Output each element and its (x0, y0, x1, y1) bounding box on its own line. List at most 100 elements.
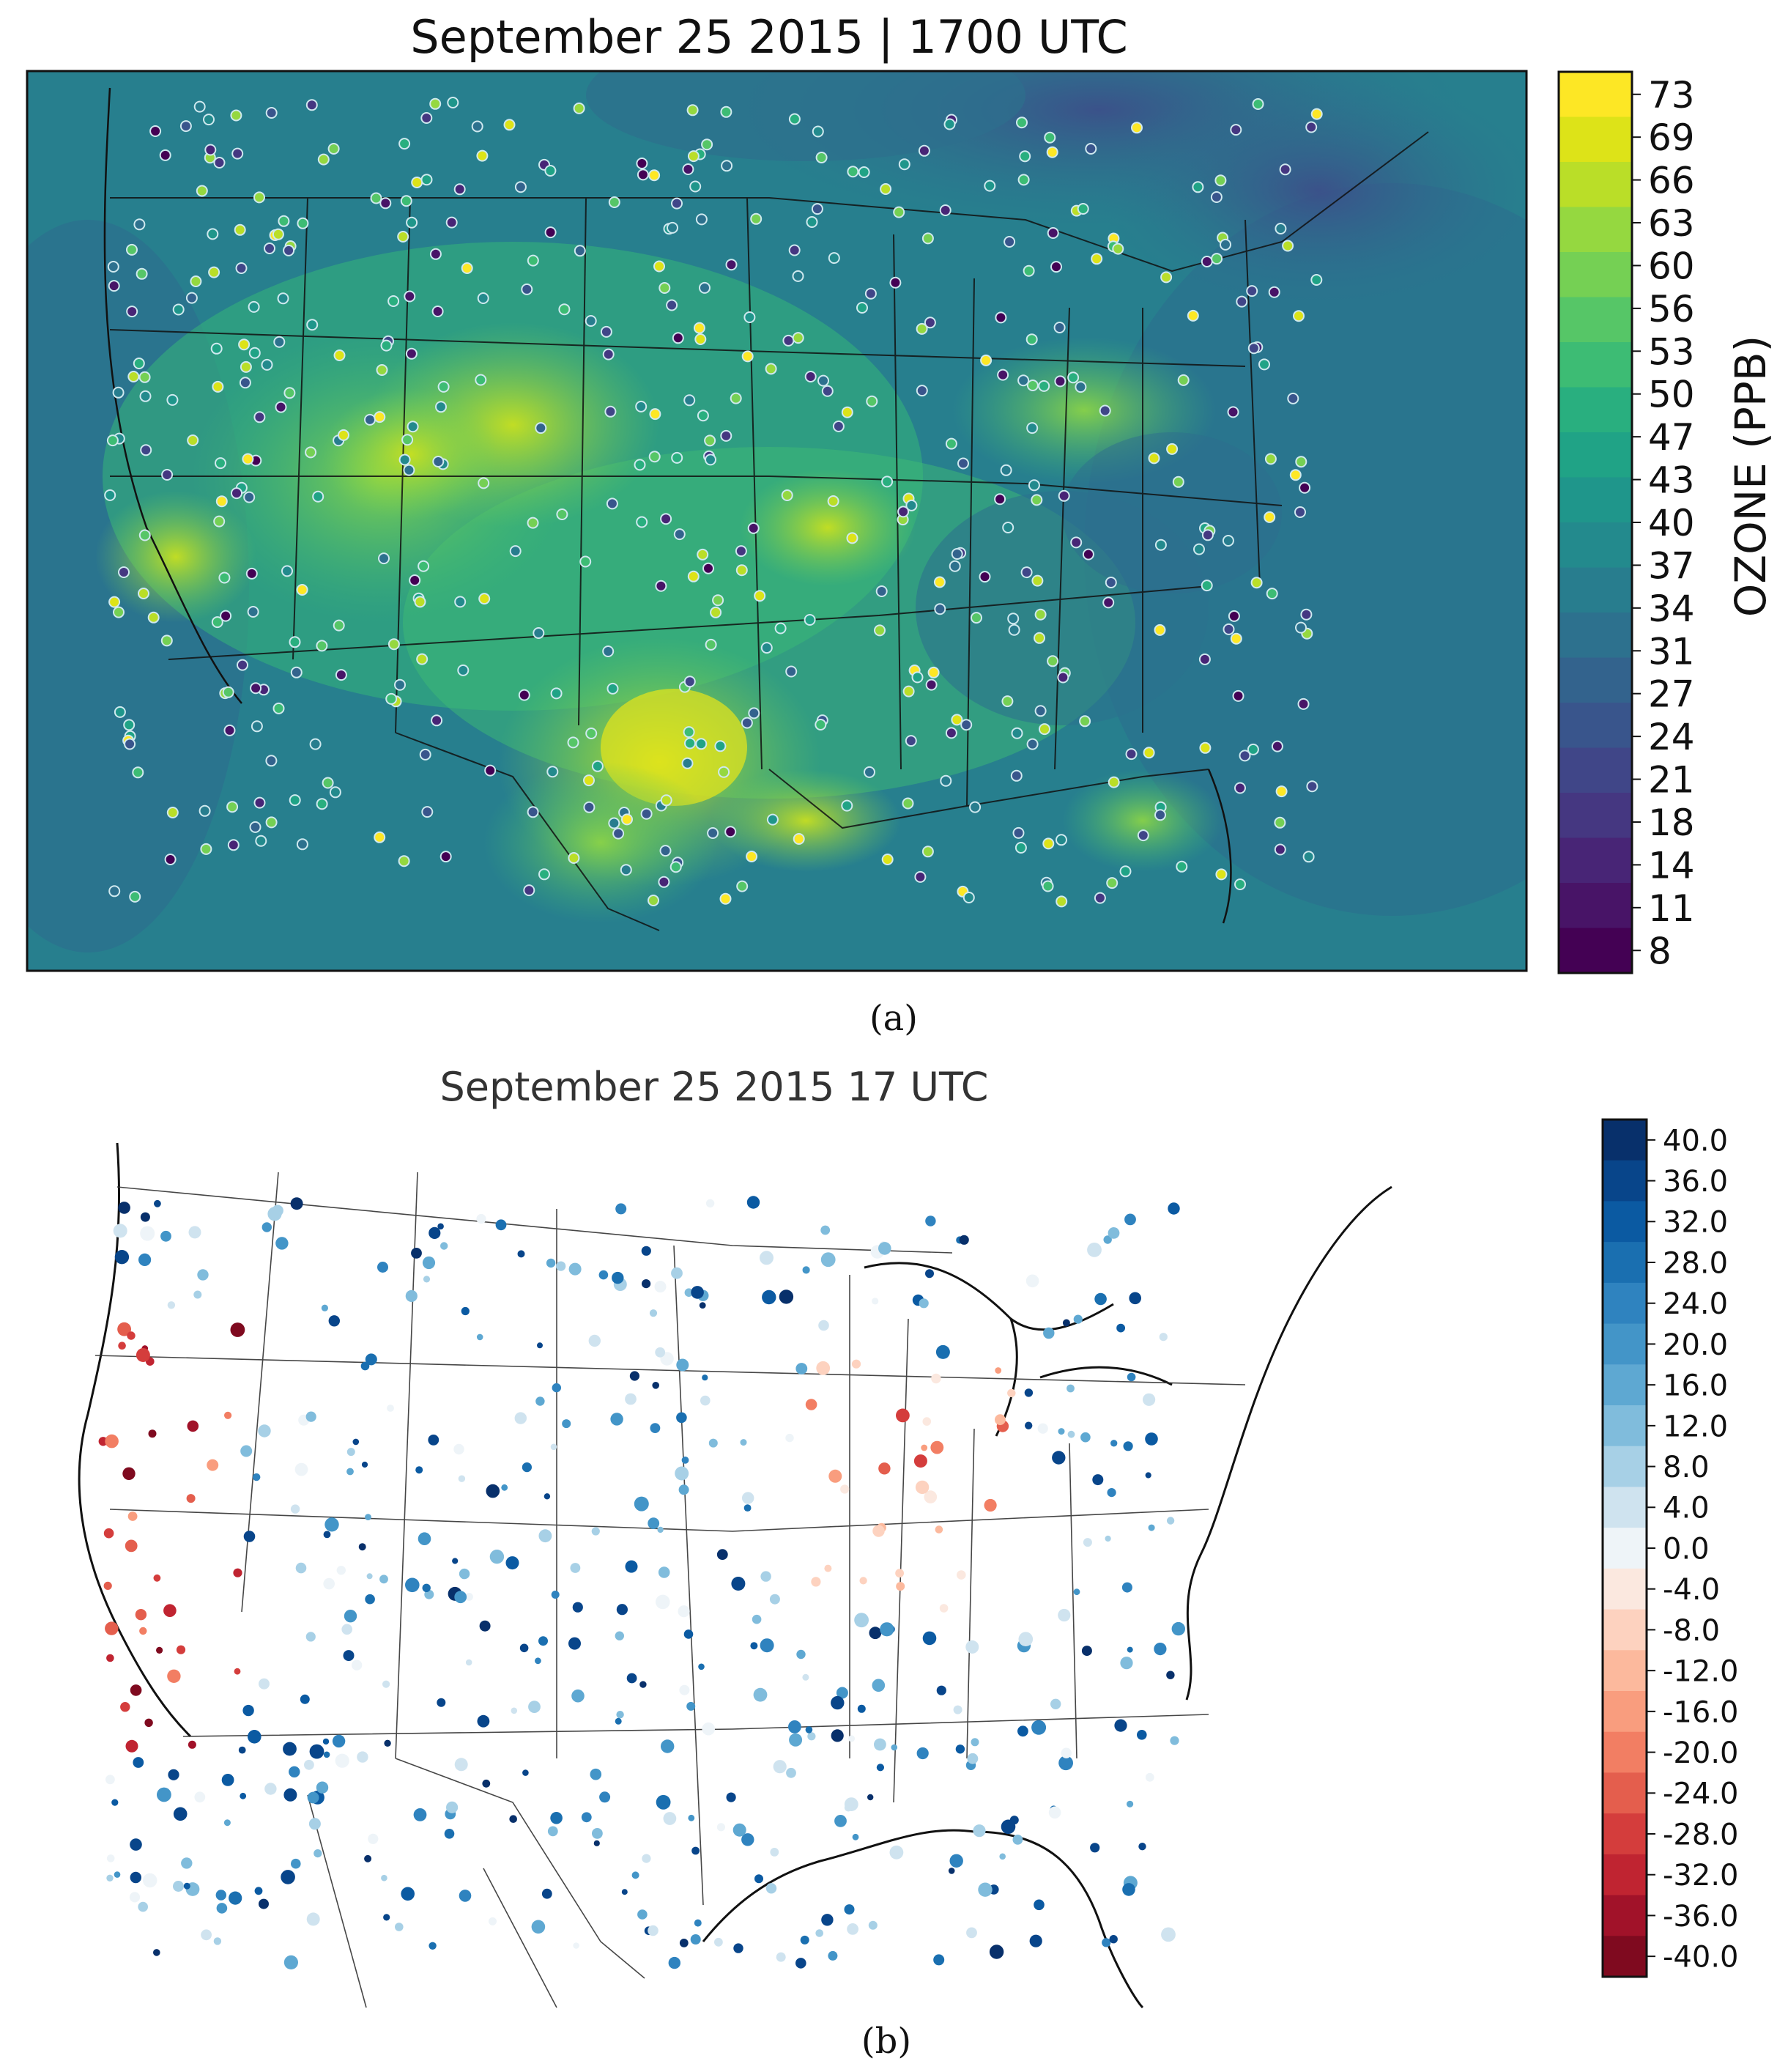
panel-b-station-dot (283, 1742, 297, 1756)
panel-b-station-dot (588, 1334, 601, 1347)
panel-a-station-dot (231, 487, 242, 500)
panel-a-station-dot (1252, 98, 1264, 110)
panel-b-station-dot (702, 1374, 708, 1381)
panel-a-station-dot (278, 215, 290, 227)
panel-b-colorbar-tick-label: -40.0 (1663, 1941, 1739, 1975)
panel-b-station-dot (691, 1286, 704, 1299)
panel-b-station-dot (656, 1594, 670, 1610)
panel-b-station-dot (538, 1529, 552, 1543)
panel-a-station-dot (847, 166, 859, 178)
panel-b-station-dot (690, 1934, 701, 1945)
panel-a-station-dot (518, 689, 530, 701)
panel-a-station-dot (793, 833, 805, 845)
panel-b-station-dot (289, 1766, 300, 1777)
panel-b-station-dot (489, 1550, 505, 1564)
panel-b-station-dot (1001, 1819, 1016, 1835)
panel-a-station-dot (705, 454, 716, 466)
panel-b-station-dot (924, 1490, 938, 1503)
panel-b-station-dot (259, 1678, 270, 1690)
panel-b-colorbar-tick-label: 24.0 (1663, 1287, 1728, 1321)
panel-a-station-dot (979, 571, 991, 583)
panel-b-station-dot (1123, 1441, 1133, 1451)
panel-a-station-dot (693, 322, 705, 334)
panel-b-colorbar-tick-label: 20.0 (1663, 1328, 1728, 1362)
panel-a-station-dot (660, 794, 672, 807)
panel-a-station-dot (1082, 548, 1094, 560)
panel-a-station-dot (140, 444, 152, 456)
panel-b-station-dot (694, 1919, 702, 1927)
panel-b-colorbar-tick-label: -28.0 (1663, 1818, 1739, 1851)
panel-b-station-dot (895, 1569, 904, 1578)
panel-a-colorbar-band (1559, 928, 1632, 974)
panel-a-station-dot (1038, 380, 1050, 392)
panel-b-station-dot (831, 1729, 844, 1742)
panel-a-station-dot (659, 845, 672, 857)
panel-a-colorbar-tick-label: 8 (1648, 930, 1672, 972)
panel-b-station-dot (649, 1309, 658, 1317)
panel-a-station-dot (215, 495, 228, 508)
panel-b-station-dot (556, 1261, 566, 1271)
panel-a-colorbar-band (1559, 522, 1632, 568)
panel-a-station-dot (265, 816, 278, 829)
panel-b-station-dot (550, 1443, 557, 1451)
panel-a-station-dot (1099, 404, 1111, 417)
panel-a-station-dot (1137, 829, 1149, 842)
panel-b-station-dot (1017, 1725, 1028, 1737)
panel-b-station-dot (916, 1747, 929, 1760)
panel-a-station-dot (943, 118, 956, 130)
panel-b-station-dot (514, 1412, 527, 1424)
panel-b-station-dot (422, 1256, 436, 1270)
panel-b-colorbar-tick-label: -16.0 (1663, 1695, 1739, 1729)
panel-a-station-dot (1264, 511, 1276, 523)
panel-a-station-dot (574, 245, 586, 257)
panel-b-station-dot (818, 1320, 829, 1331)
panel-a-station-dot (604, 405, 617, 418)
panel-b-colorbar-tick-label: -8.0 (1663, 1614, 1720, 1648)
panel-a-colorbar-tick-label: 53 (1648, 330, 1695, 373)
panel-b-station-dot (1012, 1835, 1023, 1845)
panel-b-station-dot (562, 1419, 571, 1429)
panel-a-station-dot (897, 506, 910, 518)
panel-a-station-dot (475, 374, 487, 386)
panel-a-colorbar-band (1559, 883, 1632, 928)
panel-a-colorbar-tick-label: 50 (1648, 374, 1695, 416)
panel-a-station-dot (338, 429, 349, 441)
panel-b-station-dot (1137, 1730, 1147, 1740)
panel-b-colorbar-tick-label: -12.0 (1663, 1655, 1739, 1689)
panel-a-station-dot (421, 806, 434, 818)
panel-b-station-dot (648, 1925, 659, 1936)
panel-b-station-dot (1102, 1938, 1111, 1947)
panel-b-station-dot (324, 1517, 339, 1532)
panel-a-station-dot (945, 437, 957, 450)
panel-a-colorbar-tick-label: 11 (1648, 887, 1695, 930)
panel-b-station-dot (1166, 1517, 1175, 1525)
panel-b-station-dot (966, 1927, 977, 1939)
panel-b-station-dot (675, 1466, 689, 1481)
panel-a-station-dot (746, 851, 758, 862)
panel-a-station-dot (695, 213, 708, 226)
panel-a-station-dot (1034, 632, 1045, 644)
panel-b-station-dot (201, 1929, 212, 1941)
panel-b-station-dot (1024, 1388, 1034, 1397)
panel-a-station-dot (431, 714, 443, 727)
panel-b-station-dot (105, 1434, 119, 1448)
panel-b-station-dot (1103, 1235, 1112, 1244)
panel-a-colorbar-band (1559, 432, 1632, 478)
panel-a-station-dot (683, 726, 695, 739)
panel-a-station-dot (748, 707, 760, 719)
panel-a-station-dot (535, 422, 547, 434)
panel-a-station-dot (1239, 750, 1251, 762)
panel-b-station-dot (973, 1824, 986, 1838)
panel-b-station-dot (733, 1943, 743, 1953)
panel-a-station-dot (1008, 624, 1020, 636)
panel-a-station-dot (235, 262, 248, 274)
panel-a-station-dot (1305, 121, 1318, 133)
panel-a-station-dot (1000, 464, 1012, 476)
panel-a-station-dot (222, 686, 234, 698)
panel-a-station-dot (1177, 374, 1190, 386)
panel-a-station-dot (1031, 574, 1044, 587)
panel-a-station-dot (316, 798, 328, 810)
panel-b-station-dot (1058, 1428, 1065, 1435)
panel-b-station-dot (323, 1531, 331, 1539)
panel-a-station-dot (724, 826, 737, 838)
